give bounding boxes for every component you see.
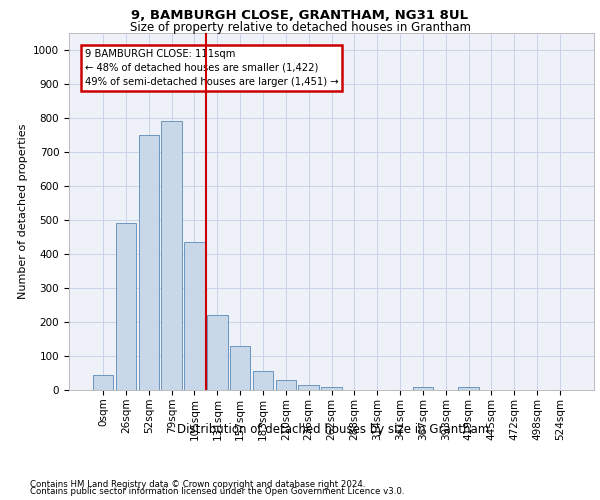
Bar — [253, 372, 273, 390]
Bar — [184, 242, 205, 390]
Bar — [139, 134, 159, 390]
Text: 9 BAMBURGH CLOSE: 111sqm
← 48% of detached houses are smaller (1,422)
49% of sem: 9 BAMBURGH CLOSE: 111sqm ← 48% of detach… — [85, 48, 338, 86]
Bar — [230, 346, 250, 390]
Bar — [93, 374, 113, 390]
Bar — [458, 388, 479, 390]
Bar — [413, 388, 433, 390]
Bar — [116, 223, 136, 390]
Text: 9, BAMBURGH CLOSE, GRANTHAM, NG31 8UL: 9, BAMBURGH CLOSE, GRANTHAM, NG31 8UL — [131, 9, 469, 22]
Bar — [161, 121, 182, 390]
Text: Contains public sector information licensed under the Open Government Licence v3: Contains public sector information licen… — [30, 487, 404, 496]
Text: Contains HM Land Registry data © Crown copyright and database right 2024.: Contains HM Land Registry data © Crown c… — [30, 480, 365, 489]
Bar — [321, 388, 342, 390]
Text: Distribution of detached houses by size in Grantham: Distribution of detached houses by size … — [177, 422, 489, 436]
Bar — [298, 385, 319, 390]
Text: Size of property relative to detached houses in Grantham: Size of property relative to detached ho… — [130, 21, 470, 34]
Y-axis label: Number of detached properties: Number of detached properties — [17, 124, 28, 299]
Bar — [207, 315, 227, 390]
Bar — [275, 380, 296, 390]
